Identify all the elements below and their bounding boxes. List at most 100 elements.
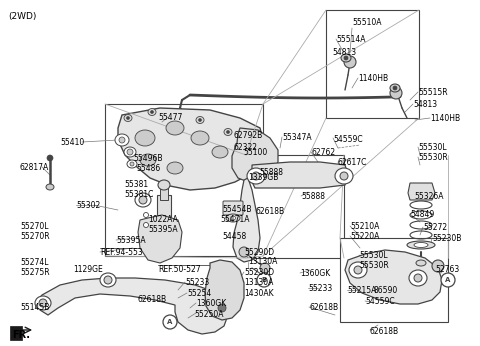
Ellipse shape (224, 128, 232, 136)
Text: 55381: 55381 (124, 180, 148, 189)
Text: (2WD): (2WD) (8, 12, 36, 21)
Ellipse shape (127, 160, 137, 168)
Text: FR.: FR. (12, 330, 30, 340)
Text: 86590: 86590 (374, 286, 398, 295)
Ellipse shape (252, 172, 260, 180)
Text: 55477: 55477 (158, 113, 182, 122)
Text: 55254: 55254 (187, 289, 211, 298)
Ellipse shape (124, 115, 132, 121)
Polygon shape (10, 326, 22, 340)
Ellipse shape (354, 266, 362, 274)
Text: A: A (168, 319, 173, 325)
Text: 62322: 62322 (234, 143, 258, 152)
Text: 52763: 52763 (435, 265, 459, 274)
Ellipse shape (100, 273, 116, 287)
Ellipse shape (340, 172, 348, 180)
Text: 62618B: 62618B (255, 207, 284, 216)
Ellipse shape (166, 121, 184, 135)
Ellipse shape (47, 155, 53, 161)
Ellipse shape (135, 130, 155, 146)
Text: 1022AA: 1022AA (148, 215, 178, 224)
Bar (160, 185, 168, 200)
Text: 55395A: 55395A (148, 225, 178, 234)
Text: 55270R: 55270R (20, 232, 49, 241)
Text: 1129GE: 1129GE (73, 265, 103, 274)
Text: 55220A: 55220A (350, 232, 379, 241)
Text: 1140HB: 1140HB (358, 74, 388, 83)
Text: 55471A: 55471A (220, 215, 250, 224)
Text: 55530R: 55530R (418, 153, 448, 162)
Text: 54813: 54813 (413, 100, 437, 109)
Ellipse shape (158, 180, 170, 190)
Text: 55233: 55233 (308, 284, 332, 293)
Text: 55326A: 55326A (414, 192, 444, 201)
Ellipse shape (151, 110, 154, 113)
Ellipse shape (127, 117, 130, 119)
Text: 54559C: 54559C (365, 297, 395, 306)
Ellipse shape (115, 134, 129, 146)
Text: 55410: 55410 (60, 138, 84, 147)
Text: 54458: 54458 (222, 232, 246, 241)
Text: 55100: 55100 (243, 148, 267, 157)
Bar (340, 238, 448, 322)
Text: REF.94-553: REF.94-553 (100, 248, 143, 257)
Text: 1140HB: 1140HB (430, 114, 460, 123)
Text: 62792B: 62792B (234, 131, 263, 140)
Text: 55275R: 55275R (20, 268, 49, 277)
Ellipse shape (407, 241, 435, 249)
Ellipse shape (140, 154, 156, 166)
Text: 1360GK: 1360GK (300, 269, 330, 278)
Ellipse shape (148, 109, 156, 116)
Text: 55302: 55302 (76, 201, 100, 210)
Ellipse shape (414, 243, 428, 247)
Text: 55514A: 55514A (336, 35, 365, 44)
Text: 54559C: 54559C (333, 135, 362, 144)
Ellipse shape (230, 216, 236, 220)
Ellipse shape (39, 299, 47, 307)
Bar (326, 10, 419, 118)
Text: 55274L: 55274L (20, 258, 48, 267)
Text: 62762: 62762 (311, 148, 335, 157)
Text: 55215A: 55215A (347, 286, 376, 295)
Polygon shape (345, 250, 442, 304)
Ellipse shape (335, 168, 353, 184)
Ellipse shape (191, 131, 209, 145)
Text: 55510A: 55510A (352, 18, 382, 27)
Bar (105, 104, 263, 256)
Ellipse shape (144, 212, 148, 218)
Ellipse shape (139, 196, 147, 204)
Bar (157, 195, 171, 250)
Text: A: A (445, 277, 451, 283)
Ellipse shape (124, 147, 136, 157)
Ellipse shape (199, 118, 202, 121)
Text: 55347A: 55347A (282, 133, 312, 142)
Ellipse shape (212, 146, 228, 158)
Polygon shape (118, 108, 265, 190)
Text: 55290D: 55290D (244, 248, 274, 257)
Text: 55888: 55888 (301, 192, 325, 201)
Ellipse shape (416, 260, 426, 266)
Polygon shape (138, 215, 182, 263)
Ellipse shape (196, 117, 204, 124)
Polygon shape (250, 162, 348, 188)
Ellipse shape (344, 56, 356, 68)
Polygon shape (38, 278, 228, 334)
Text: 55145B: 55145B (20, 303, 49, 312)
Ellipse shape (104, 276, 112, 284)
Text: B: B (262, 277, 266, 283)
Text: 1430AK: 1430AK (244, 289, 274, 298)
Ellipse shape (213, 300, 231, 316)
Text: 55230D: 55230D (244, 268, 274, 277)
Text: 54849: 54849 (410, 210, 434, 219)
Text: 55496B: 55496B (133, 154, 163, 163)
Ellipse shape (130, 162, 134, 166)
Ellipse shape (226, 214, 240, 222)
Ellipse shape (414, 274, 422, 282)
Text: 1360GK: 1360GK (196, 299, 226, 308)
Ellipse shape (409, 270, 427, 286)
Polygon shape (233, 178, 260, 262)
Polygon shape (232, 128, 278, 182)
Text: 55230B: 55230B (432, 234, 461, 243)
Ellipse shape (349, 262, 367, 278)
Polygon shape (205, 260, 244, 320)
